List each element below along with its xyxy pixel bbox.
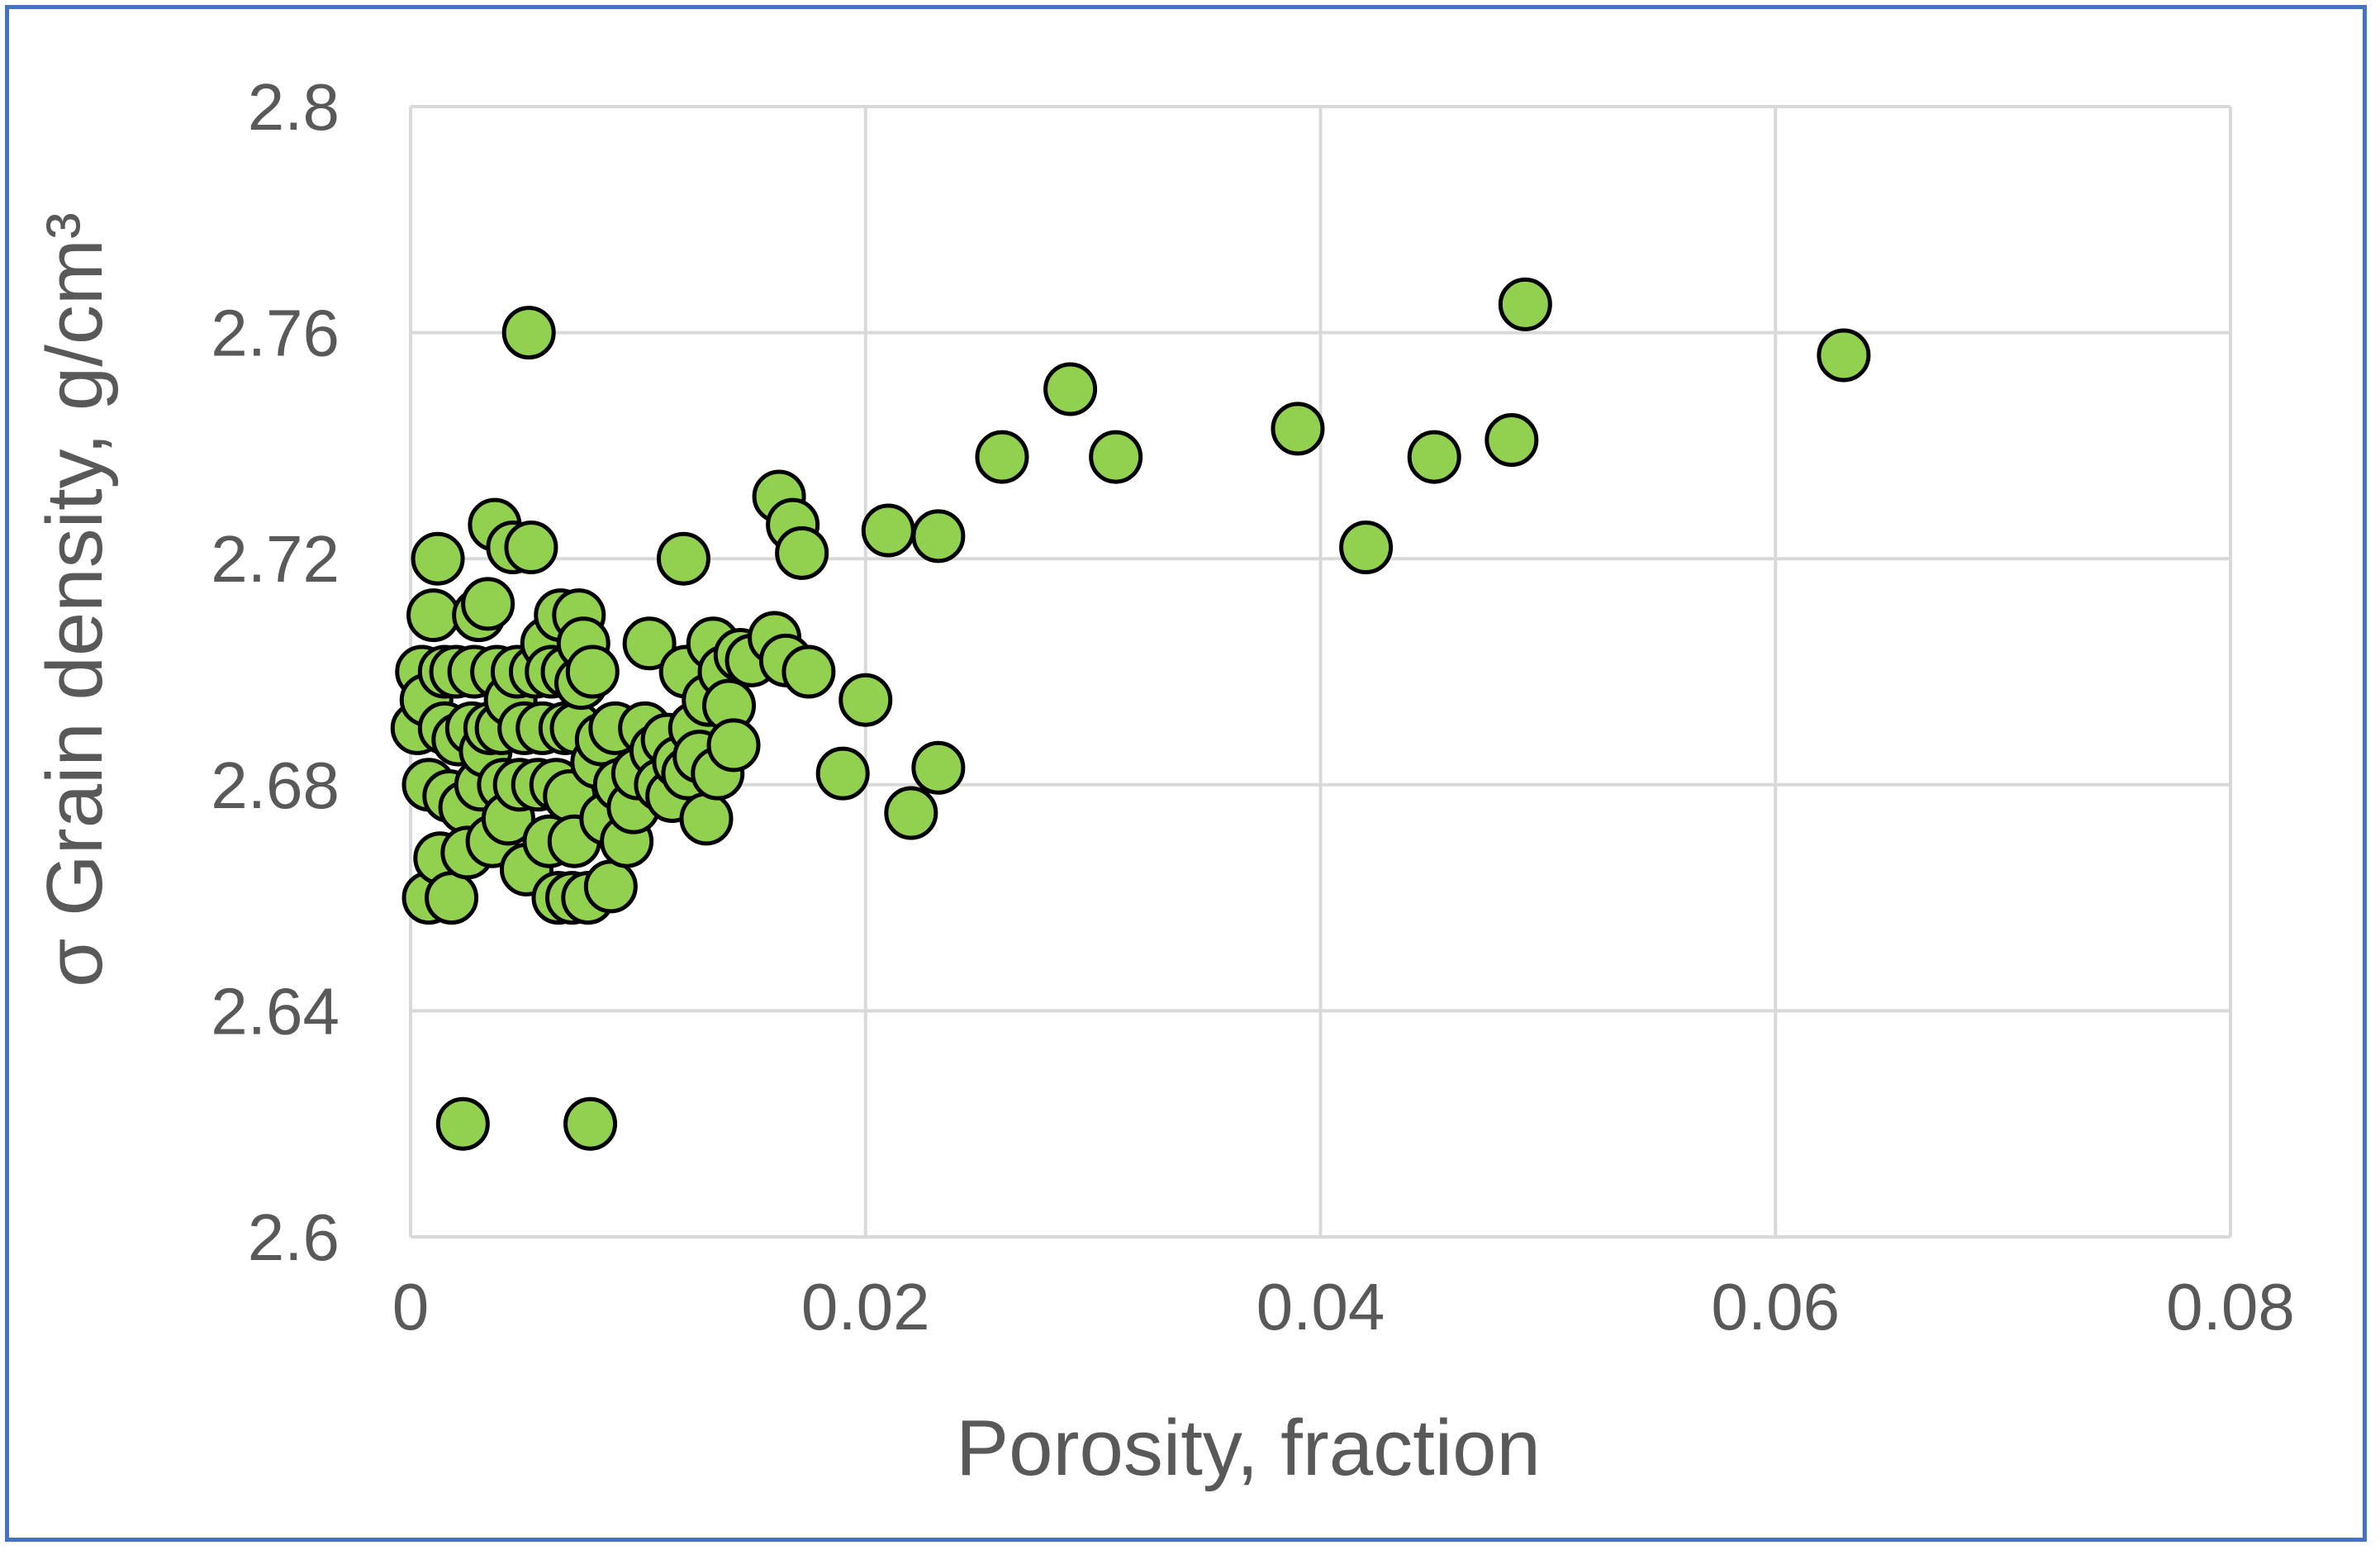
data-point: [565, 644, 620, 699]
x-tick-label: 0.04: [1257, 1270, 1385, 1343]
gridlines: [409, 105, 2232, 1239]
data-points: [390, 277, 1871, 1151]
data-point: [583, 859, 638, 914]
data-point: [406, 588, 461, 643]
data-point: [861, 503, 915, 558]
x-tick-label: 0.06: [1711, 1270, 1840, 1343]
y-tick-label: 2.8: [248, 70, 340, 144]
y-tick-labels: 2.6 2.64 2.68 2.72 2.76 2.8: [211, 70, 340, 1274]
data-point: [435, 1096, 490, 1151]
y-tick-label: 2.64: [211, 974, 340, 1048]
data-point: [622, 616, 677, 671]
x-tick-label: 0.08: [2166, 1270, 2295, 1343]
y-tick-label: 2.6: [248, 1201, 340, 1274]
data-point: [501, 306, 556, 360]
data-point: [1498, 277, 1552, 331]
data-point: [504, 521, 558, 575]
data-point: [411, 531, 465, 586]
data-point: [975, 430, 1029, 484]
x-tick-labels: 0 0.02 0.04 0.06 0.08: [392, 1270, 2295, 1343]
data-point: [563, 1096, 618, 1151]
data-point: [1817, 328, 1871, 383]
scatter-chart: 0 0.02 0.04 0.06 0.08 2.6 2.64 2.68 2.72 2.76 2.8…: [31, 70, 2295, 1492]
data-point: [775, 525, 829, 580]
data-point: [815, 746, 870, 801]
y-tick-label: 2.72: [211, 522, 340, 596]
data-point: [911, 509, 966, 564]
data-point: [656, 531, 710, 586]
y-axis-title: σ Grain density, g/cm³: [31, 212, 119, 987]
data-point: [679, 792, 734, 846]
data-point: [1271, 402, 1325, 456]
data-point: [1407, 430, 1461, 484]
data-point: [706, 718, 761, 773]
x-tick-label: 0: [392, 1270, 430, 1343]
data-point: [911, 740, 966, 795]
x-axis-title: Porosity, fraction: [956, 1404, 1541, 1492]
data-point: [884, 786, 938, 840]
data-point: [425, 871, 479, 925]
y-tick-label: 2.76: [211, 297, 340, 370]
y-tick-label: 2.68: [211, 749, 340, 822]
data-point: [1043, 362, 1098, 416]
data-point: [1339, 521, 1394, 575]
x-tick-label: 0.02: [801, 1270, 930, 1343]
chart-frame: 0 0.02 0.04 0.06 0.08 2.6 2.64 2.68 2.72 2.76 2.8…: [5, 5, 2367, 1542]
data-point: [838, 673, 893, 727]
data-point: [1089, 430, 1143, 484]
data-point: [461, 577, 515, 631]
data-point: [781, 644, 836, 699]
data-point: [1485, 413, 1539, 468]
